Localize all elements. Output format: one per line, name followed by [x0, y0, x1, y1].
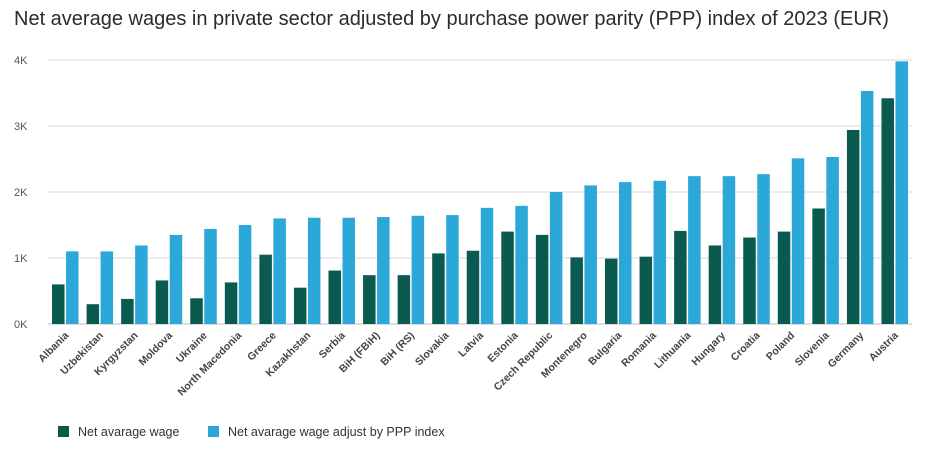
bar-ppp-wage [411, 215, 425, 324]
x-tick-label: North Macedonia [175, 330, 244, 399]
bar-ppp-wage [757, 174, 770, 324]
y-tick-label: 3K [14, 121, 28, 133]
bar-ppp-wage [307, 217, 321, 324]
bar-ppp-wage [860, 91, 874, 325]
bar-net-wage [674, 230, 687, 324]
bar-net-wage [259, 254, 272, 324]
y-tick-label: 4K [14, 55, 28, 67]
bar-net-wage [224, 282, 238, 324]
bar-ppp-wage [273, 218, 286, 324]
bar-ppp-wage [377, 217, 390, 324]
x-tick-label: Lithuania [652, 330, 694, 372]
bar-net-wage [777, 231, 791, 324]
bar-ppp-wage [826, 157, 839, 324]
legend-label: Net avarage wage adjust by PPP index [228, 425, 445, 439]
bar-ppp-wage [653, 180, 667, 324]
x-tick-label: BiH (RS) [378, 330, 417, 369]
bar-net-wage [846, 129, 860, 324]
x-tick-label: Greece [245, 330, 279, 364]
x-tick-label: Czech Republic [491, 330, 555, 394]
bar-ppp-wage [135, 245, 148, 324]
bar-net-wage [190, 298, 203, 324]
bar-net-wage [52, 284, 65, 324]
chart-title: Net average wages in private sector adju… [14, 8, 889, 30]
bar-net-wage [501, 231, 514, 324]
bar-net-wage [293, 287, 307, 324]
bar-ppp-wage [618, 182, 632, 324]
bar-ppp-wage [791, 158, 805, 324]
x-tick-label: Hungary [689, 330, 728, 369]
x-tick-label: Moldova [136, 330, 175, 369]
bar-net-wage [881, 98, 894, 324]
bar-ppp-wage [895, 61, 908, 324]
bar-net-wage [432, 253, 445, 324]
bar-ppp-wage [515, 205, 528, 324]
legend-label: Net avarage wage [78, 425, 180, 439]
bar-net-wage [328, 270, 342, 324]
bar-ppp-wage [238, 225, 252, 324]
bar-ppp-wage [66, 251, 79, 324]
bar-ppp-wage [549, 192, 563, 324]
bar-net-wage [86, 304, 100, 324]
y-tick-label: 0K [14, 319, 28, 331]
bar-ppp-wage [204, 228, 217, 324]
bar-net-wage [466, 250, 480, 324]
bar-net-wage [743, 237, 756, 324]
bar-net-wage [604, 258, 618, 324]
bar-ppp-wage [169, 234, 183, 324]
bar-ppp-wage [446, 215, 459, 324]
x-tick-label: Poland [764, 330, 797, 363]
y-tick-label: 1K [14, 253, 28, 265]
x-tick-label: Croatia [729, 330, 763, 364]
bar-ppp-wage [480, 207, 494, 324]
bar-net-wage [155, 280, 169, 324]
bar-net-wage [708, 245, 722, 324]
bar-net-wage [397, 275, 411, 324]
x-tick-label: Germany [826, 330, 867, 371]
bar-net-wage [363, 275, 376, 324]
x-tick-label: Slovakia [413, 330, 452, 369]
x-tick-label: Serbia [317, 330, 348, 361]
bar-net-wage [121, 298, 134, 324]
y-tick-label: 2K [14, 187, 28, 199]
bar-ppp-wage [688, 176, 701, 324]
x-tick-label: Latvia [456, 330, 486, 360]
bar-ppp-wage [584, 185, 597, 324]
legend-swatch [208, 426, 219, 437]
x-tick-label: Bulgaria [586, 330, 624, 368]
bar-net-wage [812, 208, 825, 324]
bar-ppp-wage [342, 217, 356, 324]
bar-ppp-wage [100, 251, 114, 324]
legend-swatch [58, 426, 69, 437]
bar-net-wage [535, 234, 549, 324]
bar-net-wage [570, 257, 583, 324]
bar-net-wage [639, 256, 653, 324]
x-tick-label: Austria [867, 330, 901, 364]
bar-ppp-wage [722, 176, 736, 324]
